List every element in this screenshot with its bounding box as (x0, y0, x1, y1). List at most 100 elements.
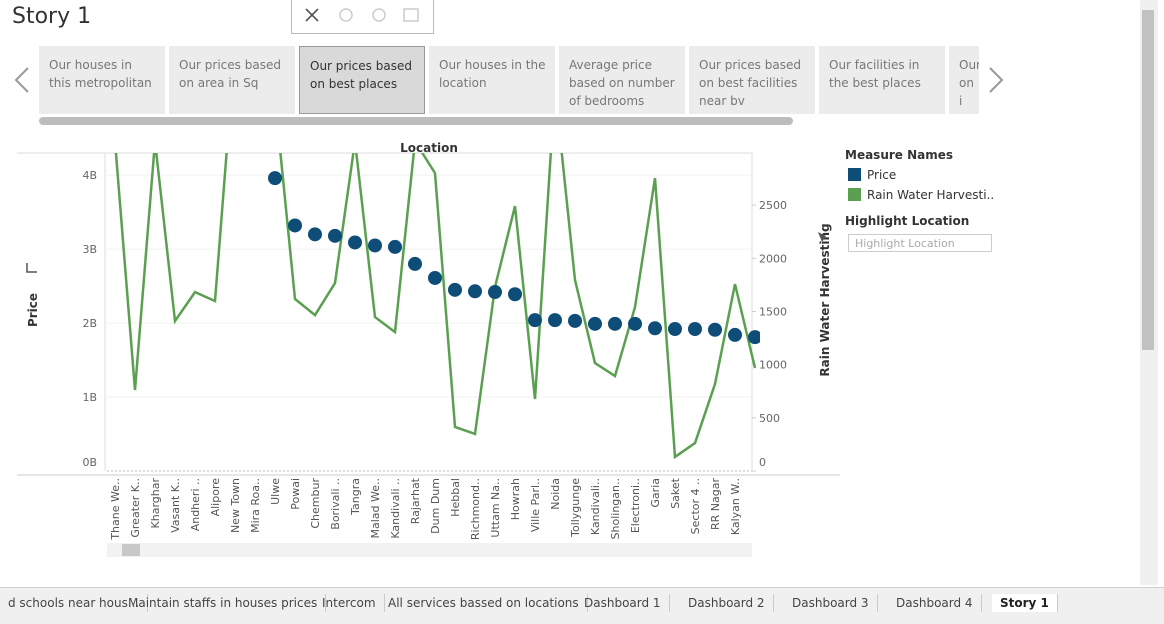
plot (114, 153, 760, 460)
sheet-tab[interactable]: All services bassed on locations (380, 594, 588, 612)
point (408, 256, 422, 271)
point (468, 284, 482, 299)
x-tick-label: Malad We.. (369, 478, 382, 539)
story-point[interactable]: Average price based on number of bedroom… (559, 46, 685, 114)
story-point[interactable]: Our prices based on best places (299, 46, 425, 114)
sheet-tab[interactable]: Dashboard 1 (576, 594, 670, 612)
x-tick-label: Mira Roa.. (249, 478, 262, 533)
x-tick-label: Richmond.. (469, 478, 482, 540)
toolbar (291, 0, 434, 34)
point (308, 227, 322, 242)
x-axis-title: Location (400, 141, 458, 155)
sheet-tab[interactable]: Dashboard 2 (680, 594, 774, 612)
legend-title: Measure Names (845, 148, 954, 162)
sheet-tab[interactable]: Dashboard 4 (888, 594, 982, 612)
x-tick-label: Powai (289, 478, 302, 510)
point (708, 322, 722, 337)
point (508, 287, 522, 302)
x-tick-label: Sholingan.. (609, 478, 622, 539)
y2-tick-label: 1000 (759, 359, 787, 372)
point (548, 313, 562, 328)
legend-swatch (848, 188, 861, 201)
sheet-tab[interactable]: Dashboard 3 (784, 594, 878, 612)
point (688, 322, 702, 337)
x-tick-label: Tollygunge (569, 478, 582, 538)
x-tick-label: Ville Parl.. (529, 478, 542, 532)
toolbar-icons (305, 8, 419, 22)
sheet-tab[interactable]: d schools near hous... (0, 594, 149, 612)
point (608, 316, 622, 331)
undo-icon[interactable] (339, 8, 353, 22)
sheet-tab[interactable]: Intercom (314, 594, 385, 612)
x-tick-label: Hebbal (449, 478, 462, 517)
sheet-tabs: d schools near hous... Maintain staffs in… (0, 587, 1164, 624)
x-tick-label: Vasant K.. (169, 478, 182, 533)
x-tick-label: Kandivali .. (389, 478, 402, 539)
x-tick-label: Ulwe (269, 478, 282, 505)
next-arrow[interactable] (982, 62, 1012, 98)
x-tick-label: Garia (649, 478, 662, 508)
y2-tick-label: 0 (759, 456, 766, 469)
point (568, 313, 582, 328)
y2-tick-label: 2500 (759, 199, 787, 212)
x-tick-label: Sector 4 .. (689, 478, 702, 534)
revert-icon[interactable] (372, 8, 386, 22)
save-icon[interactable] (403, 8, 419, 22)
story-point[interactable]: Our prices based on best facilities near… (689, 46, 815, 114)
x-tick-label: Uttam Na.. (489, 478, 502, 538)
x-tick-label: Kalyan W.. (729, 478, 742, 535)
story-title: Story 1 (12, 4, 92, 29)
y-tick-label: 2B (82, 317, 97, 330)
legend-item[interactable]: Rain Water Harvesti.. (848, 188, 994, 202)
legend-item[interactable]: Price (848, 168, 896, 182)
x-tick-label: Howrah (509, 478, 522, 520)
point (748, 330, 760, 345)
point (588, 316, 602, 331)
x-tick-label: Kharghar (149, 478, 162, 529)
point (328, 228, 342, 243)
y-tick-label: 4B (82, 169, 97, 182)
close-icon[interactable] (305, 8, 319, 22)
story-point[interactable]: Our houses in this metropolitan (39, 46, 165, 114)
y-tick-label: 0B (82, 456, 97, 469)
point (448, 282, 462, 297)
point (488, 285, 502, 300)
point (528, 313, 542, 328)
x-tick-label: Kandivali.. (589, 478, 602, 535)
story-point[interactable]: Our on i ser (949, 46, 979, 114)
placeholder: Highlight Location (855, 237, 955, 250)
x-tick-label: Noida (549, 478, 562, 510)
pin-icon (818, 232, 826, 242)
x-tick-label: Greater K.. (129, 478, 142, 538)
highlight-title: Highlight Location (845, 214, 970, 228)
y-tick-label: 1B (82, 391, 97, 404)
story-point[interactable]: Our facilities in the best places (819, 46, 945, 114)
x-tick-label: Saket (669, 477, 682, 508)
point (348, 235, 362, 250)
x-tick-label: Alipore (209, 478, 222, 517)
sheet-tab[interactable]: Maintain staffs in houses prices (120, 594, 327, 612)
legend-label: Price (867, 168, 897, 182)
highlight-input[interactable]: Highlight Location (848, 234, 992, 252)
line-series (114, 153, 757, 460)
point (668, 322, 682, 337)
story-point[interactable]: Our houses in the location (429, 46, 555, 114)
y2-axis-title: Rain Water Harvesting (818, 223, 832, 376)
y2-tick-label: 2000 (759, 252, 787, 265)
point (268, 171, 282, 186)
sheet-tab[interactable]: Story 1 (992, 594, 1058, 612)
point (368, 238, 382, 253)
x-tick-label: Borivali .. (329, 478, 342, 530)
point (628, 316, 642, 331)
x-tick-label: Chembur (309, 478, 322, 529)
y-axis-title: Price (26, 293, 40, 327)
y2-tick-label: 1500 (759, 305, 787, 318)
story-point[interactable]: Our prices based on area in Sq (169, 46, 295, 114)
y2-tick-label: 500 (759, 412, 780, 425)
points-scrollbar[interactable] (39, 117, 793, 125)
v-scrollbar[interactable] (1140, 0, 1158, 585)
point (388, 239, 402, 254)
x-tick-label: Rajarhat (409, 477, 422, 524)
prev-arrow[interactable] (8, 62, 38, 98)
